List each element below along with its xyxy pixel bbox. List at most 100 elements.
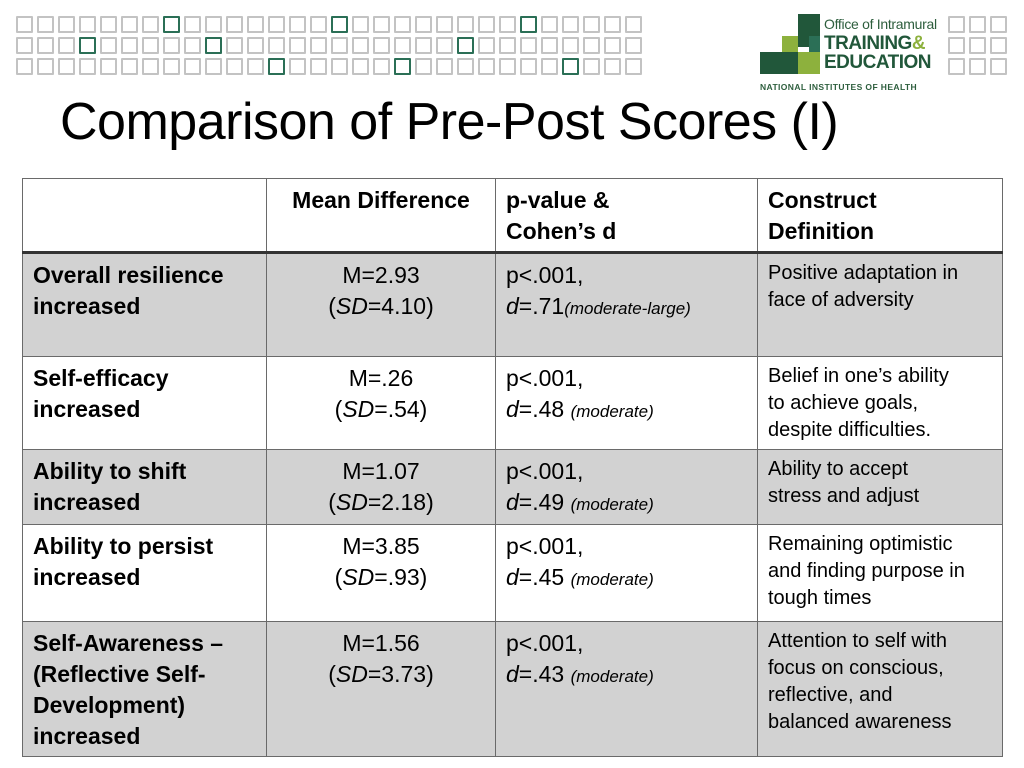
nih-training-education-logo: Office of Intramural TRAINING& EDUCATION… xyxy=(760,14,946,96)
decorative-square xyxy=(289,16,306,33)
decorative-square xyxy=(16,37,33,54)
decorative-square xyxy=(990,16,1007,33)
decorative-square xyxy=(969,16,986,33)
decorative-square xyxy=(205,58,222,75)
decorative-square xyxy=(58,58,75,75)
table-row: Overall resilience increased M=2.93 (SD=… xyxy=(22,252,1003,357)
decorative-square xyxy=(499,58,516,75)
decorative-square xyxy=(394,16,411,33)
decorative-square xyxy=(100,58,117,75)
decorative-square xyxy=(289,37,306,54)
decorative-square xyxy=(415,58,432,75)
logo-nih-text: NATIONAL INSTITUTES OF HEALTH xyxy=(760,82,918,92)
decorative-square xyxy=(990,58,1007,75)
decorative-square xyxy=(478,37,495,54)
decorative-square xyxy=(541,58,558,75)
decorative-square xyxy=(604,58,621,75)
construct-definition-cell: Positive adaptation in face of adversity xyxy=(757,252,1003,357)
decorative-square xyxy=(541,16,558,33)
header-empty-cell xyxy=(22,178,267,254)
decorative-square xyxy=(226,58,243,75)
table-header-row: Mean Difference p-value & Cohen’s d Cons… xyxy=(22,178,1003,254)
decorative-square xyxy=(310,58,327,75)
decorative-square xyxy=(37,16,54,33)
decorative-square xyxy=(604,37,621,54)
construct-definition-cell: Ability to accept stress and adjust xyxy=(757,449,1003,525)
decorative-square xyxy=(948,58,965,75)
table-row: Self-efficacy increased M=.26 (SD=.54) p… xyxy=(22,356,1003,450)
decorative-square xyxy=(58,16,75,33)
mean-difference-cell: M=.26 (SD=.54) xyxy=(266,356,496,450)
header-p-value: p-value & Cohen’s d xyxy=(495,178,758,254)
decorative-square xyxy=(268,37,285,54)
decorative-square xyxy=(184,16,201,33)
decorative-square xyxy=(583,58,600,75)
decorative-square xyxy=(436,58,453,75)
decorative-square xyxy=(331,16,348,33)
decorative-square xyxy=(184,58,201,75)
decorative-square xyxy=(268,16,285,33)
decorative-square xyxy=(478,58,495,75)
decorative-square xyxy=(990,37,1007,54)
decorative-square xyxy=(100,37,117,54)
decorative-square xyxy=(457,16,474,33)
row-label: Self-Awareness – (Reflective Self- Devel… xyxy=(22,621,267,757)
table-row: Ability to shift increased M=1.07 (SD=2.… xyxy=(22,449,1003,525)
p-value-cell: p<.001, d=.45 (moderate) xyxy=(495,524,758,622)
decorative-square xyxy=(289,58,306,75)
row-label: Ability to persist increased xyxy=(22,524,267,622)
decorative-square xyxy=(499,16,516,33)
decorative-square xyxy=(394,37,411,54)
decorative-square xyxy=(142,37,159,54)
logo-mark-icon xyxy=(760,14,822,76)
decorative-square xyxy=(520,37,537,54)
p-value-cell: p<.001, d=.49 (moderate) xyxy=(495,449,758,525)
decorative-square xyxy=(37,37,54,54)
mean-difference-cell: M=1.56 (SD=3.73) xyxy=(266,621,496,757)
decorative-square xyxy=(310,37,327,54)
decorative-square xyxy=(226,37,243,54)
decorative-square xyxy=(583,16,600,33)
row-label: Self-efficacy increased xyxy=(22,356,267,450)
decorative-square xyxy=(226,16,243,33)
construct-definition-cell: Remaining optimistic and finding purpose… xyxy=(757,524,1003,622)
decorative-square xyxy=(352,16,369,33)
decorative-square xyxy=(352,37,369,54)
decorative-square xyxy=(205,16,222,33)
decorative-square xyxy=(331,58,348,75)
decorative-square xyxy=(436,37,453,54)
decorative-square xyxy=(79,37,96,54)
decorative-square xyxy=(625,58,642,75)
p-value-cell: p<.001, d=.48 (moderate) xyxy=(495,356,758,450)
decorative-square xyxy=(37,58,54,75)
decorative-square xyxy=(373,37,390,54)
p-value-cell: p<.001, d=.71(moderate-large) xyxy=(495,252,758,357)
decorative-square xyxy=(562,58,579,75)
decorative-square xyxy=(121,58,138,75)
decorative-square xyxy=(373,58,390,75)
decorative-square xyxy=(478,16,495,33)
decorative-square xyxy=(541,37,558,54)
decorative-square xyxy=(16,16,33,33)
decorative-square xyxy=(625,37,642,54)
mean-difference-cell: M=2.93 (SD=4.10) xyxy=(266,252,496,357)
decorative-square xyxy=(163,37,180,54)
decorative-square xyxy=(520,58,537,75)
decorative-square xyxy=(583,37,600,54)
header-construct-definition: Construct Definition xyxy=(757,178,1003,254)
decorative-square xyxy=(79,16,96,33)
decorative-square xyxy=(969,58,986,75)
decorative-square xyxy=(625,16,642,33)
decorative-square xyxy=(457,37,474,54)
logo-training-education-text: TRAINING& EDUCATION xyxy=(824,33,932,73)
page-title: Comparison of Pre-Post Scores (I) xyxy=(60,93,839,151)
p-value-cell: p<.001, d=.43 (moderate) xyxy=(495,621,758,757)
decorative-square xyxy=(562,16,579,33)
decorative-square xyxy=(121,37,138,54)
decorative-square xyxy=(163,58,180,75)
row-label: Overall resilience increased xyxy=(22,252,267,357)
decorative-square xyxy=(604,16,621,33)
decorative-square xyxy=(16,58,33,75)
logo-office-text: Office of Intramural xyxy=(824,16,937,32)
decorative-square xyxy=(247,58,264,75)
